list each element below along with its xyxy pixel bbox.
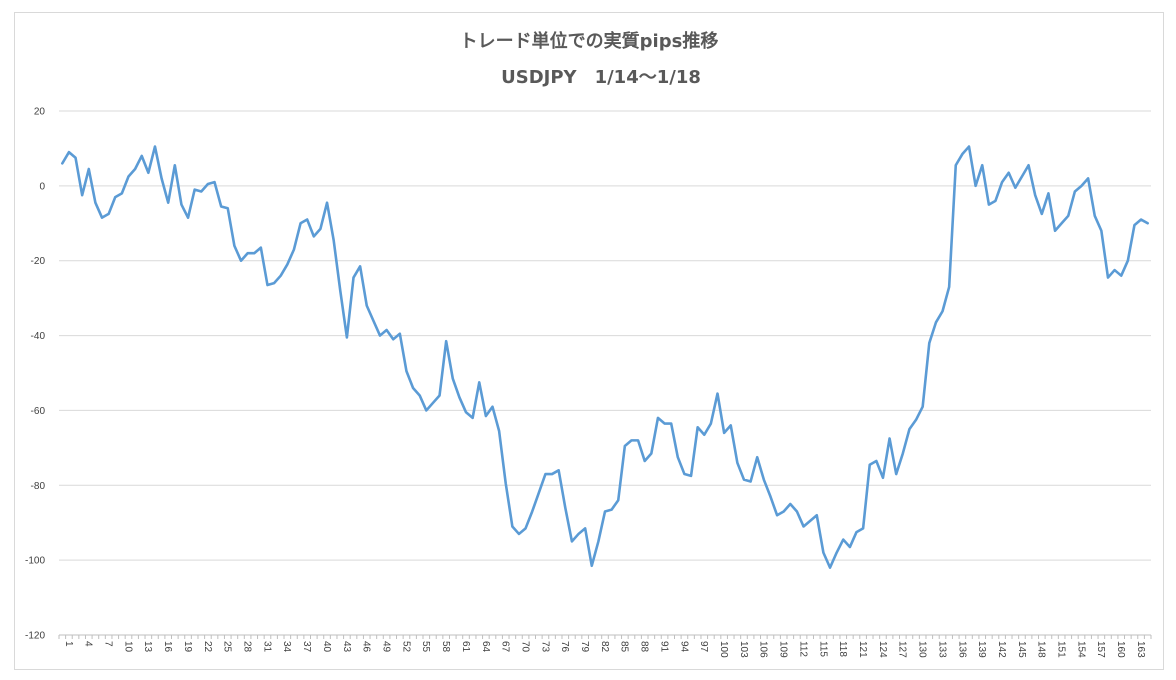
x-tick-label: 82 — [599, 641, 610, 653]
x-tick-label: 67 — [500, 641, 511, 653]
x-tick-label: 70 — [519, 641, 530, 653]
x-tick-label: 121 — [857, 641, 868, 658]
x-tick-label: 154 — [1075, 641, 1086, 658]
x-tick-label: 130 — [917, 641, 928, 658]
x-tick-label: 49 — [380, 641, 391, 653]
x-axis-tick-labels: 1 4 7 10 13 16 19 22 25 28 31 34 37 40 43 46 49 52 55 58 61 6… — [58, 635, 1152, 658]
x-tick-label: 91 — [658, 641, 669, 653]
x-tick-label: 115 — [817, 641, 828, 657]
x-tick-label: 106 — [758, 641, 769, 658]
x-tick-label: 1 — [63, 641, 74, 647]
x-tick-label: 133 — [936, 641, 947, 658]
x-tick-label: 28 — [242, 641, 253, 653]
y-tick-label: -40 — [31, 331, 46, 342]
chart-area: トレード単位での実質pips推移 USDJPY 1/14～1/18 20 0 -20… — [14, 12, 1164, 670]
x-tick-label: 100 — [718, 641, 729, 658]
x-tick-label: 148 — [1036, 641, 1047, 658]
x-tick-label: 52 — [400, 641, 411, 653]
chart-title: トレード単位での実質pips推移 — [460, 30, 719, 52]
y-tick-label: -100 — [25, 556, 45, 567]
y-tick-label: 20 — [34, 107, 46, 118]
chart-subtitle: USDJPY 1/14～1/18 — [501, 67, 701, 88]
x-tick-label: 94 — [678, 641, 689, 653]
x-tick-label: 40 — [321, 641, 332, 653]
x-tick-label: 46 — [361, 641, 372, 653]
y-tick-label: 0 — [39, 181, 45, 192]
x-tick-label: 88 — [639, 641, 650, 653]
x-tick-label: 73 — [539, 641, 550, 653]
x-tick-label: 139 — [976, 641, 987, 658]
x-tick-label: 142 — [996, 641, 1007, 658]
x-tick-label: 76 — [559, 641, 570, 653]
series-layer — [61, 145, 1149, 569]
x-tick-label: 85 — [619, 641, 630, 653]
x-tick-label: 160 — [1115, 641, 1126, 658]
x-tick-label: 124 — [877, 641, 888, 658]
x-tick-label: 136 — [956, 641, 967, 658]
x-tick-label: 31 — [261, 641, 272, 653]
y-axis-tick-labels: 20 0 -20 -40 -60 -80 -100 -120 — [25, 107, 45, 642]
line-chart: トレード単位での実質pips推移 USDJPY 1/14～1/18 20 0 -20… — [25, 30, 1152, 658]
x-tick-label: 163 — [1135, 641, 1146, 658]
y-tick-label: -120 — [25, 631, 45, 642]
x-tick-label: 34 — [281, 641, 292, 653]
x-tick-label: 10 — [122, 641, 133, 653]
x-tick-label: 4 — [83, 641, 94, 647]
x-tick-label: 25 — [222, 641, 233, 653]
x-tick-label: 79 — [579, 641, 590, 653]
y-tick-label: -80 — [31, 481, 46, 492]
x-tick-label: 19 — [182, 641, 193, 653]
x-tick-label: 55 — [420, 641, 431, 653]
x-tick-label: 64 — [480, 641, 491, 653]
y-tick-label: -60 — [31, 406, 46, 417]
x-tick-label: 103 — [738, 641, 749, 658]
x-tick-label: 118 — [837, 641, 848, 657]
y-tick-label: -20 — [31, 256, 46, 267]
x-tick-label: 22 — [202, 641, 213, 653]
x-tick-label: 7 — [103, 641, 114, 647]
x-tick-label: 157 — [1095, 641, 1106, 658]
x-tick-label: 16 — [162, 641, 173, 653]
x-tick-label: 43 — [341, 641, 352, 653]
x-tick-label: 13 — [142, 641, 153, 653]
x-tick-label: 127 — [897, 641, 908, 658]
x-tick-label: 112 — [797, 641, 808, 657]
x-tick-label: 61 — [460, 641, 471, 653]
x-tick-label: 109 — [778, 641, 789, 658]
x-tick-label: 58 — [440, 641, 451, 653]
x-tick-label: 151 — [1056, 641, 1067, 658]
series-line — [61, 145, 1149, 569]
x-tick-label: 37 — [301, 641, 312, 653]
x-tick-label: 97 — [698, 641, 709, 653]
x-tick-label: 145 — [1016, 641, 1027, 658]
